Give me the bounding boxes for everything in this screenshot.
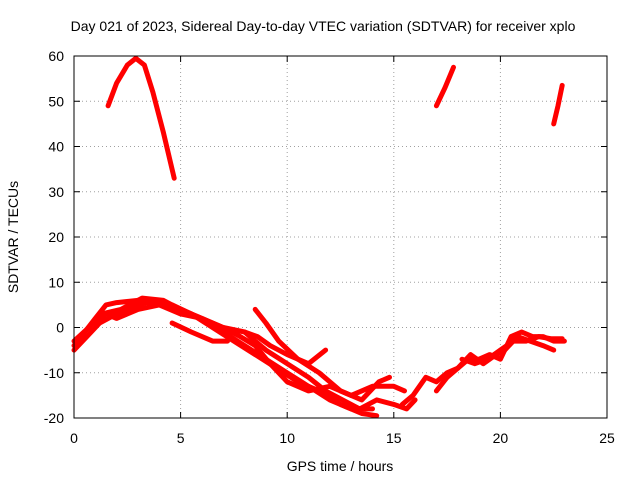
x-tick-label: 0 (70, 430, 78, 446)
series-arc-12 (433, 334, 557, 394)
series-arc-3 (551, 82, 565, 127)
series-arc-9 (252, 306, 392, 403)
x-tick-label: 5 (177, 430, 185, 446)
y-tick-label: -10 (44, 365, 64, 381)
data-series (71, 55, 567, 419)
tick-marks (73, 55, 608, 419)
chart-title: Day 021 of 2023, Sidereal Day-to-day VTE… (71, 18, 576, 34)
series-arc-10 (242, 329, 418, 412)
y-tick-labels: -20 -10 0 10 20 30 40 50 60 (44, 48, 64, 426)
y-tick-label: 30 (48, 184, 64, 200)
series-arc-8 (169, 320, 230, 344)
x-tick-labels: 0 5 10 15 20 25 (70, 430, 615, 446)
x-tick-label: 25 (599, 430, 615, 446)
series-arc-13 (459, 334, 565, 367)
plot-frame (73, 55, 608, 419)
y-tick-label: 10 (48, 274, 64, 290)
x-tick-label: 15 (386, 430, 402, 446)
y-axis-label: SDTVAR / TECUs (5, 181, 21, 293)
series-arc-7 (92, 302, 329, 367)
y-tick-label: -20 (44, 410, 64, 426)
y-tick-label: 40 (48, 139, 64, 155)
y-tick-label: 20 (48, 229, 64, 245)
y-tick-label: 0 (56, 320, 64, 336)
series-arc-2 (433, 64, 456, 109)
y-tick-label: 50 (48, 93, 64, 109)
series-arc-1 (105, 55, 177, 181)
y-tick-label: 60 (48, 48, 64, 64)
x-tick-label: 20 (493, 430, 509, 446)
grid-lines (74, 56, 607, 418)
x-axis-label: GPS time / hours (287, 458, 394, 474)
x-tick-label: 10 (279, 430, 295, 446)
